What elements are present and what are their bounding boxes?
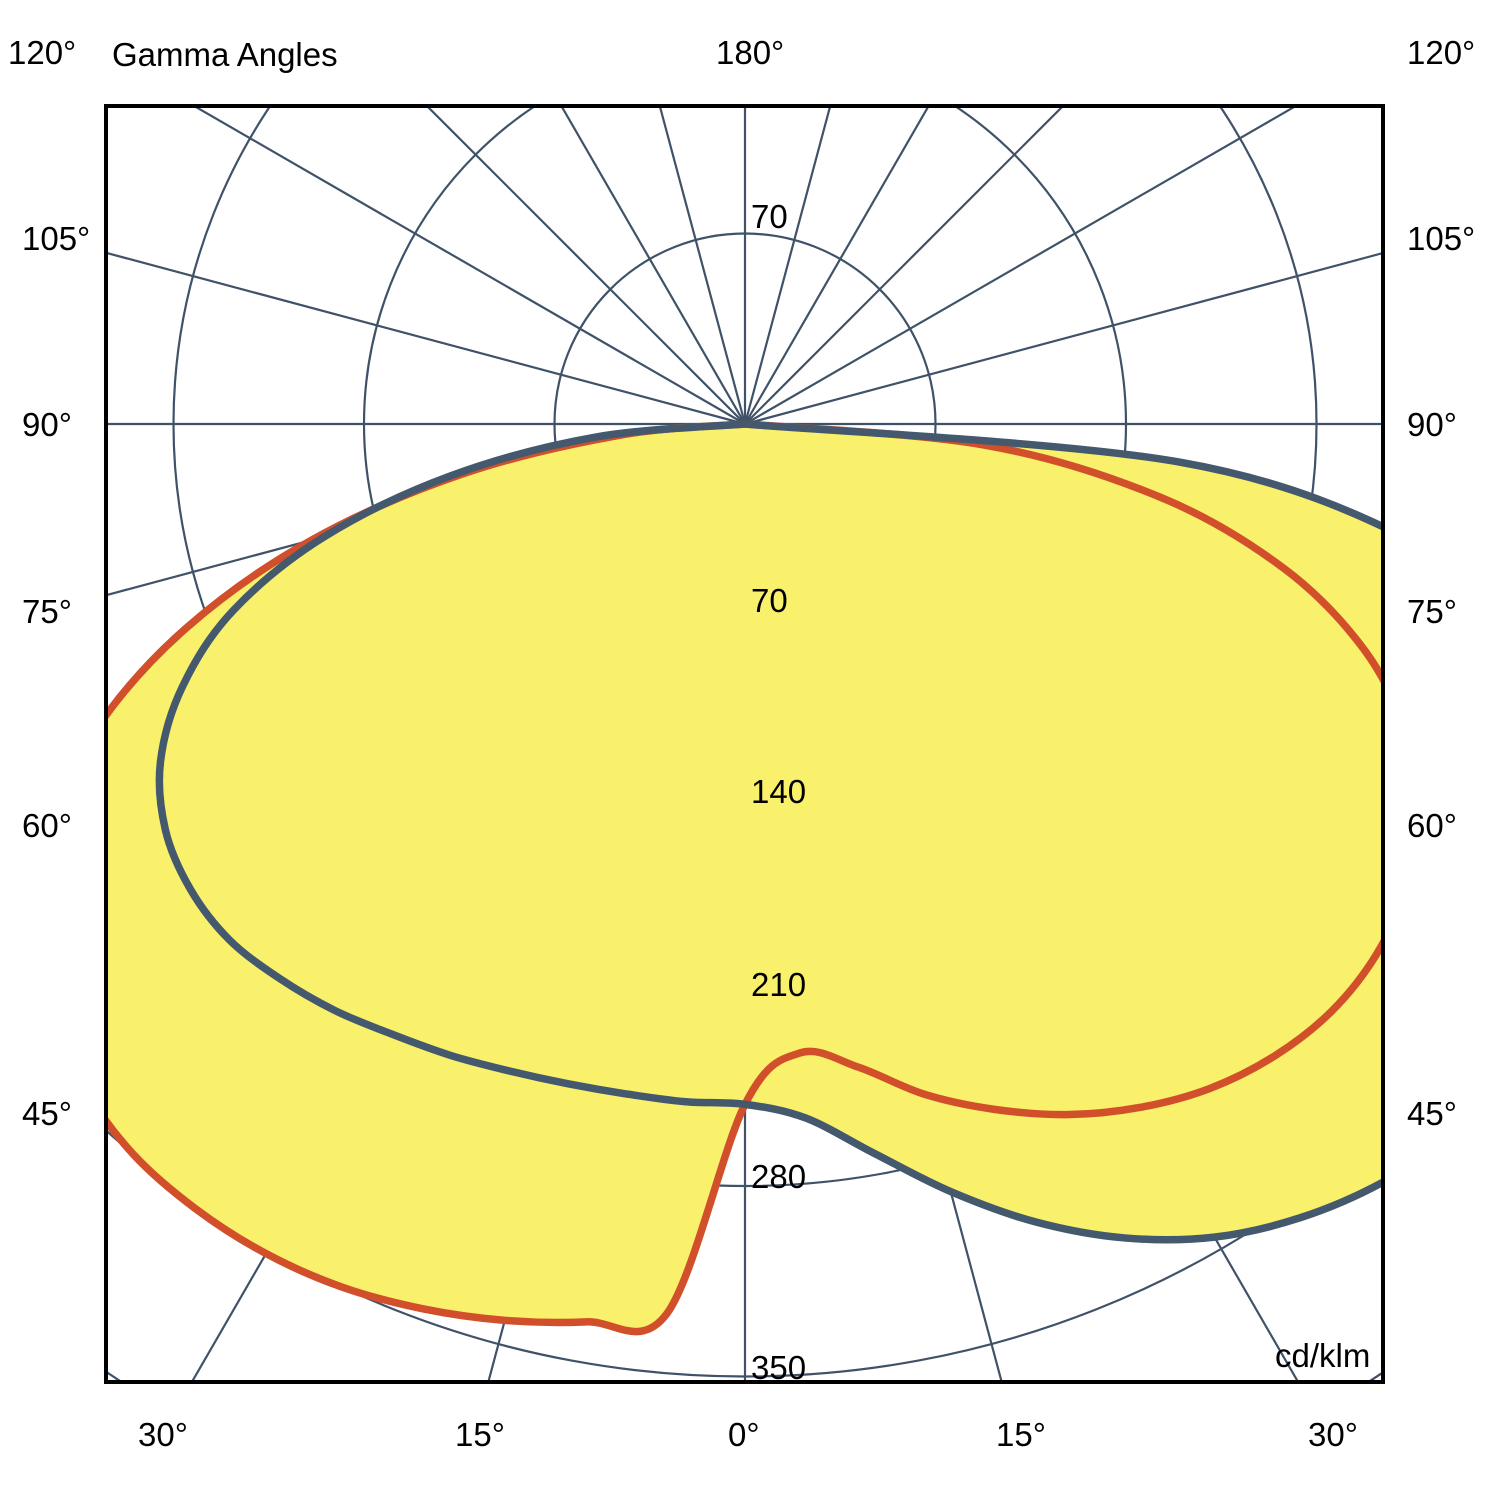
axis-label-right-75: 75° [1407,593,1457,630]
series-fill-1 [159,424,1383,1240]
axis-label-left-90: 90° [22,406,72,443]
axis-label-top-center: 180° [716,34,785,71]
radial-tick-label-5: 350 [751,1349,806,1386]
axis-label-bottom-30-left: 30° [138,1416,188,1453]
axis-label-left-45: 45° [22,1095,72,1132]
axis-label-left-75: 75° [22,593,72,630]
axis-label-top-left: 120° [8,34,77,71]
axis-label-right-90: 90° [1407,406,1457,443]
axis-label-top-right: 120° [1407,34,1476,71]
page-title: Gamma Angles [112,36,338,73]
plot-frame [104,104,1385,1384]
axis-label-bottom-30-right: 30° [1308,1416,1358,1453]
axis-label-left-105: 105° [22,220,91,257]
radial-tick-label-4: 280 [751,1158,806,1195]
axis-label-right-45: 45° [1407,1095,1457,1132]
unit-label: cd/klm [1275,1337,1370,1374]
radial-tick-label-3: 210 [751,966,806,1003]
radial-tick-label-0: 70 [751,198,788,235]
axis-label-bottom-15-right: 15° [996,1416,1046,1453]
axis-label-bottom-0: 0° [728,1416,760,1453]
axis-label-left-60: 60° [22,807,72,844]
radial-tick-labels: 70 70 140 210 280 350 [751,198,806,1386]
radial-tick-label-2: 140 [751,773,806,810]
distribution-curves [106,420,1383,1336]
axis-label-bottom-15-left: 15° [455,1416,505,1453]
distribution-fill [106,424,1383,1332]
series-curve-0 [106,420,1383,1336]
series-curve-1 [155,420,1383,1244]
axis-label-right-60: 60° [1407,807,1457,844]
axis-label-right-105: 105° [1407,220,1476,257]
radial-tick-label-1: 70 [751,582,788,619]
